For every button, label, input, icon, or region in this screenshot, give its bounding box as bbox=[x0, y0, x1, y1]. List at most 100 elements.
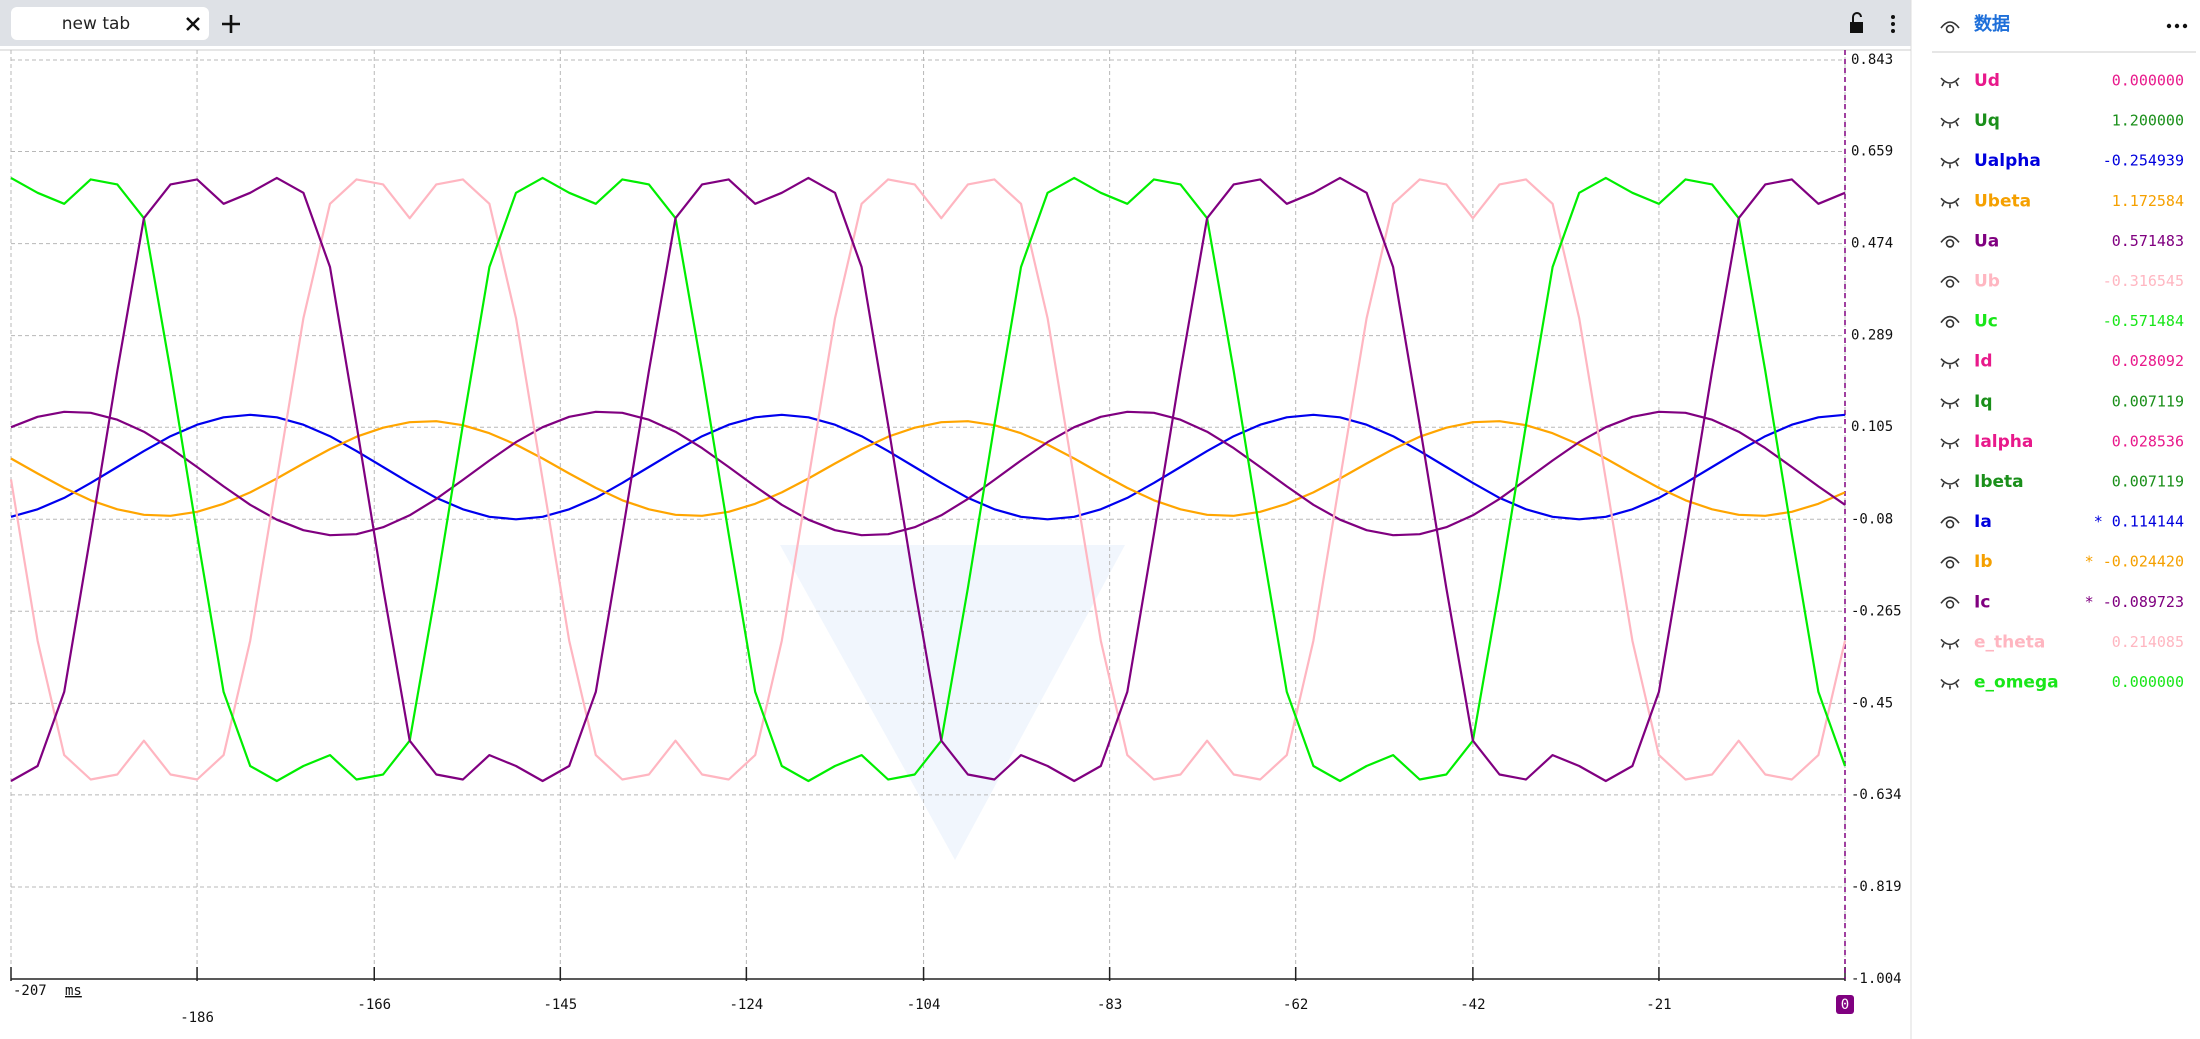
x-tick-label: -83 bbox=[1097, 997, 1122, 1013]
eye-arc bbox=[1940, 638, 1960, 646]
x-axis-label: ms bbox=[65, 983, 82, 999]
channel-name: e_omega bbox=[1974, 673, 2059, 693]
eye-pupil bbox=[1945, 239, 1955, 248]
eye-arc bbox=[1940, 235, 1960, 243]
x-tick-label: -207 bbox=[13, 983, 47, 999]
channel-value: 0.007119 bbox=[2112, 392, 2184, 410]
eye-closed[interactable] bbox=[1940, 398, 1960, 409]
eye-arc bbox=[1940, 77, 1960, 84]
channel-value: 0.571483 bbox=[2112, 232, 2184, 250]
sidebar-title: 数据 bbox=[1974, 13, 2010, 35]
eye-lashes bbox=[1941, 121, 1959, 129]
tab-close[interactable] bbox=[186, 17, 200, 31]
eye-open[interactable] bbox=[1940, 275, 1960, 288]
cursor-label-box bbox=[1836, 995, 1854, 1014]
y-tick-label: -1.004 bbox=[1851, 971, 1902, 987]
channel-name: Uc bbox=[1974, 312, 1998, 332]
eye-arc bbox=[1940, 358, 1960, 365]
y-tick-label: 0.843 bbox=[1851, 52, 1893, 68]
eye-lashes bbox=[1941, 201, 1959, 209]
eye-lashes bbox=[1941, 161, 1959, 169]
channel-name: Ua bbox=[1974, 231, 1999, 251]
y-tick-label: 0.289 bbox=[1851, 328, 1893, 344]
channel-value: 1.172584 bbox=[2112, 192, 2184, 210]
x-tick-label: -166 bbox=[357, 997, 391, 1013]
eye-lashes bbox=[1941, 402, 1959, 409]
tab-bar bbox=[0, 0, 1911, 46]
sidebar-menu[interactable] bbox=[2166, 23, 2188, 29]
tab-title[interactable]: new tab bbox=[62, 14, 130, 34]
channel-value: -0.571484 bbox=[2103, 312, 2184, 330]
channel-name: Iq bbox=[1974, 392, 1993, 412]
eye-pupil bbox=[1945, 519, 1955, 529]
channel-value: 0.007119 bbox=[2112, 473, 2184, 491]
series-line bbox=[10, 413, 1846, 521]
eye-closed[interactable] bbox=[1940, 478, 1960, 489]
eye-pupil bbox=[1945, 559, 1955, 569]
channel-value: 0.028092 bbox=[2112, 352, 2184, 370]
channel-value: 1.200000 bbox=[2112, 112, 2184, 130]
eye-lashes bbox=[1941, 442, 1959, 449]
eye-open[interactable] bbox=[1940, 556, 1960, 569]
tab-menu[interactable] bbox=[1891, 15, 1895, 33]
channel-name: Ialpha bbox=[1974, 432, 2033, 452]
eye-open[interactable] bbox=[1940, 235, 1960, 248]
channel-value: -0.316545 bbox=[2103, 272, 2184, 290]
tab[interactable] bbox=[11, 7, 209, 40]
channel-name: Id bbox=[1974, 352, 1993, 372]
channel-value: * -0.089723 bbox=[2085, 593, 2184, 611]
new-tab[interactable] bbox=[222, 15, 240, 33]
x-tick-label: -186 bbox=[180, 1010, 214, 1026]
sidebar-header-eye[interactable] bbox=[1940, 21, 1960, 34]
eye-closed[interactable] bbox=[1940, 157, 1960, 169]
y-tick-label: -0.45 bbox=[1851, 695, 1893, 711]
x-tick-label: -62 bbox=[1283, 997, 1308, 1013]
eye-arc bbox=[1940, 438, 1960, 445]
eye-arc bbox=[1940, 596, 1960, 604]
channel-name: Ub bbox=[1974, 272, 2000, 292]
eye-open[interactable] bbox=[1940, 315, 1960, 328]
channel-value: 0.214085 bbox=[2112, 633, 2184, 651]
series-line bbox=[10, 176, 1847, 783]
x-tick-label: -124 bbox=[730, 997, 764, 1013]
eye-lashes bbox=[1941, 482, 1959, 489]
eye-closed[interactable] bbox=[1940, 77, 1960, 88]
eye-arc bbox=[1940, 157, 1960, 164]
eye-lashes bbox=[1941, 643, 1959, 650]
eye-arc bbox=[1940, 678, 1960, 686]
eye-closed[interactable] bbox=[1940, 678, 1960, 690]
channel-name: Ualpha bbox=[1974, 151, 2041, 171]
eye-closed[interactable] bbox=[1940, 638, 1960, 650]
series-line bbox=[10, 420, 1846, 517]
x-tick-label: -145 bbox=[543, 997, 577, 1013]
eye-lashes bbox=[1941, 81, 1959, 88]
eye-pupil bbox=[1945, 599, 1955, 609]
channel-name: Ic bbox=[1974, 592, 1990, 612]
eye-closed[interactable] bbox=[1940, 117, 1960, 129]
channel-name: Ib bbox=[1974, 552, 1993, 572]
eye-open[interactable] bbox=[1940, 516, 1960, 529]
eye-open[interactable] bbox=[1940, 596, 1960, 609]
eye-closed[interactable] bbox=[1940, 197, 1960, 209]
eye-lashes bbox=[1941, 362, 1959, 369]
eye-closed[interactable] bbox=[1940, 438, 1960, 449]
channel-value: * -0.024420 bbox=[2085, 553, 2184, 571]
y-tick-label: 0.659 bbox=[1851, 144, 1893, 160]
series-line bbox=[10, 176, 1846, 783]
channel-value: -0.254939 bbox=[2103, 152, 2184, 170]
channel-value: 0.028536 bbox=[2112, 432, 2184, 450]
x-tick-label: -21 bbox=[1646, 997, 1671, 1013]
channel-name: Ubeta bbox=[1974, 191, 2031, 211]
eye-arc bbox=[1940, 315, 1960, 324]
watermark bbox=[780, 545, 1125, 860]
channel-value: 0.000000 bbox=[2112, 673, 2184, 691]
lock-icon[interactable] bbox=[1850, 12, 1863, 33]
channel-name: Uq bbox=[1974, 111, 2000, 131]
y-tick-label: 0.105 bbox=[1851, 419, 1893, 435]
channel-name: e_theta bbox=[1974, 632, 2045, 652]
eye-arc bbox=[1940, 275, 1960, 283]
x-tick-label: -104 bbox=[907, 997, 941, 1013]
eye-closed[interactable] bbox=[1940, 358, 1960, 369]
y-tick-label: -0.819 bbox=[1851, 879, 1902, 895]
